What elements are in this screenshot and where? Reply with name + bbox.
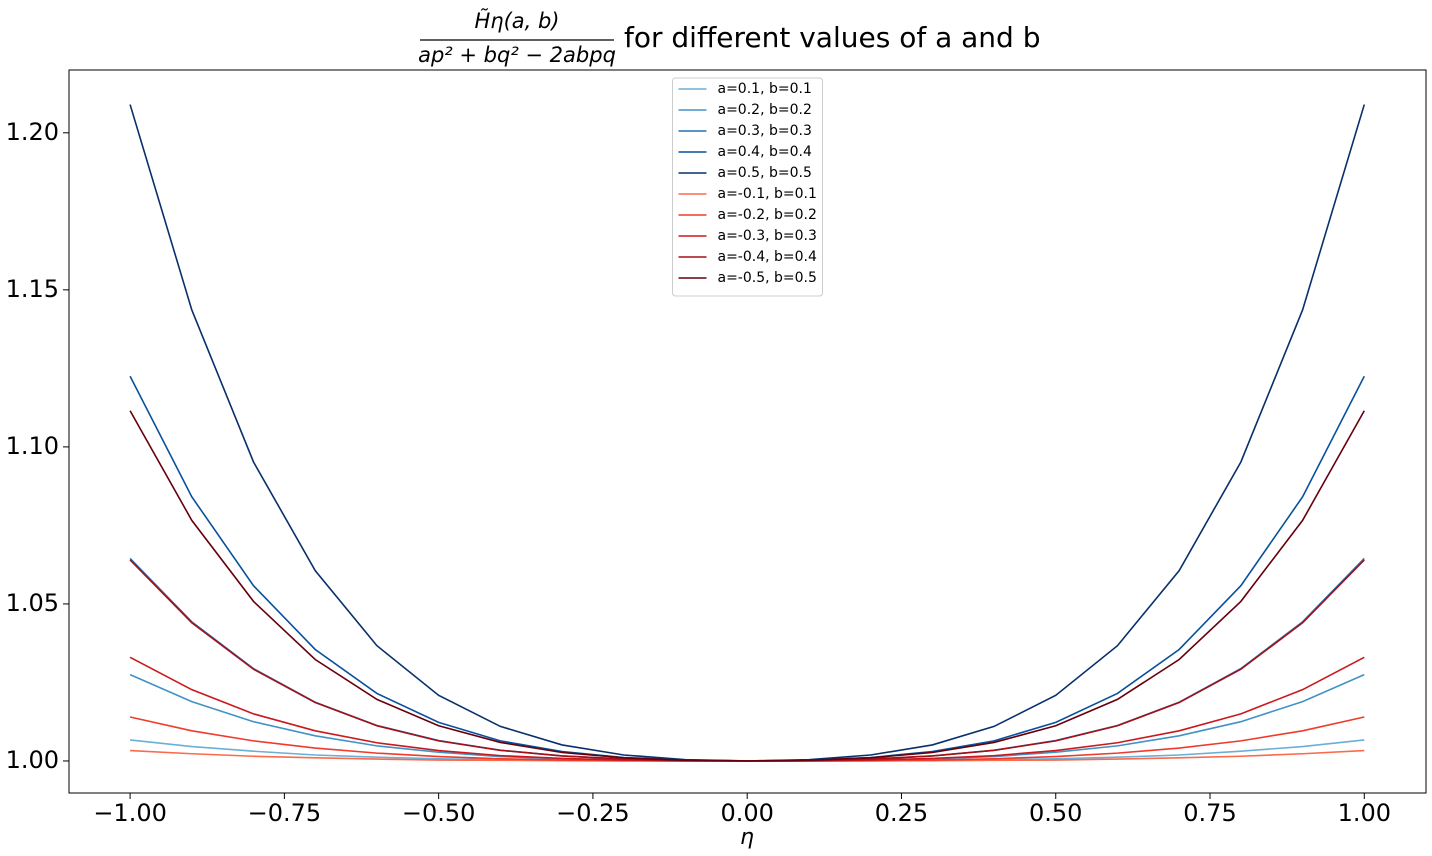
series-line [129, 410, 1365, 762]
x-tick-label: 0.00 [720, 799, 773, 827]
x-tick-label: −0.25 [556, 799, 630, 827]
legend-label: a=-0.2, b=0.2 [718, 207, 817, 223]
legend-label: a=-0.4, b=0.4 [718, 249, 818, 265]
title-denominator: ap² + bq² − 2abpq [418, 43, 616, 67]
series-line [129, 656, 1365, 762]
legend-box [672, 77, 823, 297]
y-tick-label: 1.05 [6, 589, 59, 617]
legend-label: a=0.5, b=0.5 [718, 165, 812, 181]
legend-label: a=-0.5, b=0.5 [718, 270, 817, 286]
x-tick-label: −0.50 [402, 799, 476, 827]
title-numerator: H̃η(a, b) [474, 8, 559, 33]
legend-label: a=0.1, b=0.1 [718, 81, 812, 97]
x-tick-label: 0.25 [875, 799, 928, 827]
legend-label: a=-0.3, b=0.3 [718, 228, 817, 244]
y-tick-label: 1.15 [6, 275, 59, 303]
x-tick-label: −0.75 [248, 799, 322, 827]
legend-label: a=0.4, b=0.4 [718, 144, 812, 160]
legend-label: a=0.3, b=0.3 [718, 123, 812, 139]
legend-label: a=-0.1, b=0.1 [718, 186, 817, 202]
x-tick-label: 1.00 [1338, 799, 1391, 827]
x-tick-label: 0.50 [1029, 799, 1082, 827]
y-tick-label: 1.10 [6, 432, 59, 460]
y-tick-label: 1.00 [6, 746, 59, 774]
legend-label: a=0.2, b=0.2 [718, 102, 812, 118]
chart-title: for different values of a and b [624, 21, 1041, 54]
x-tick-label: −1.00 [93, 799, 167, 827]
x-axis-label: η [740, 825, 754, 850]
y-tick-label: 1.20 [6, 118, 59, 146]
x-tick-label: 0.75 [1183, 799, 1236, 827]
